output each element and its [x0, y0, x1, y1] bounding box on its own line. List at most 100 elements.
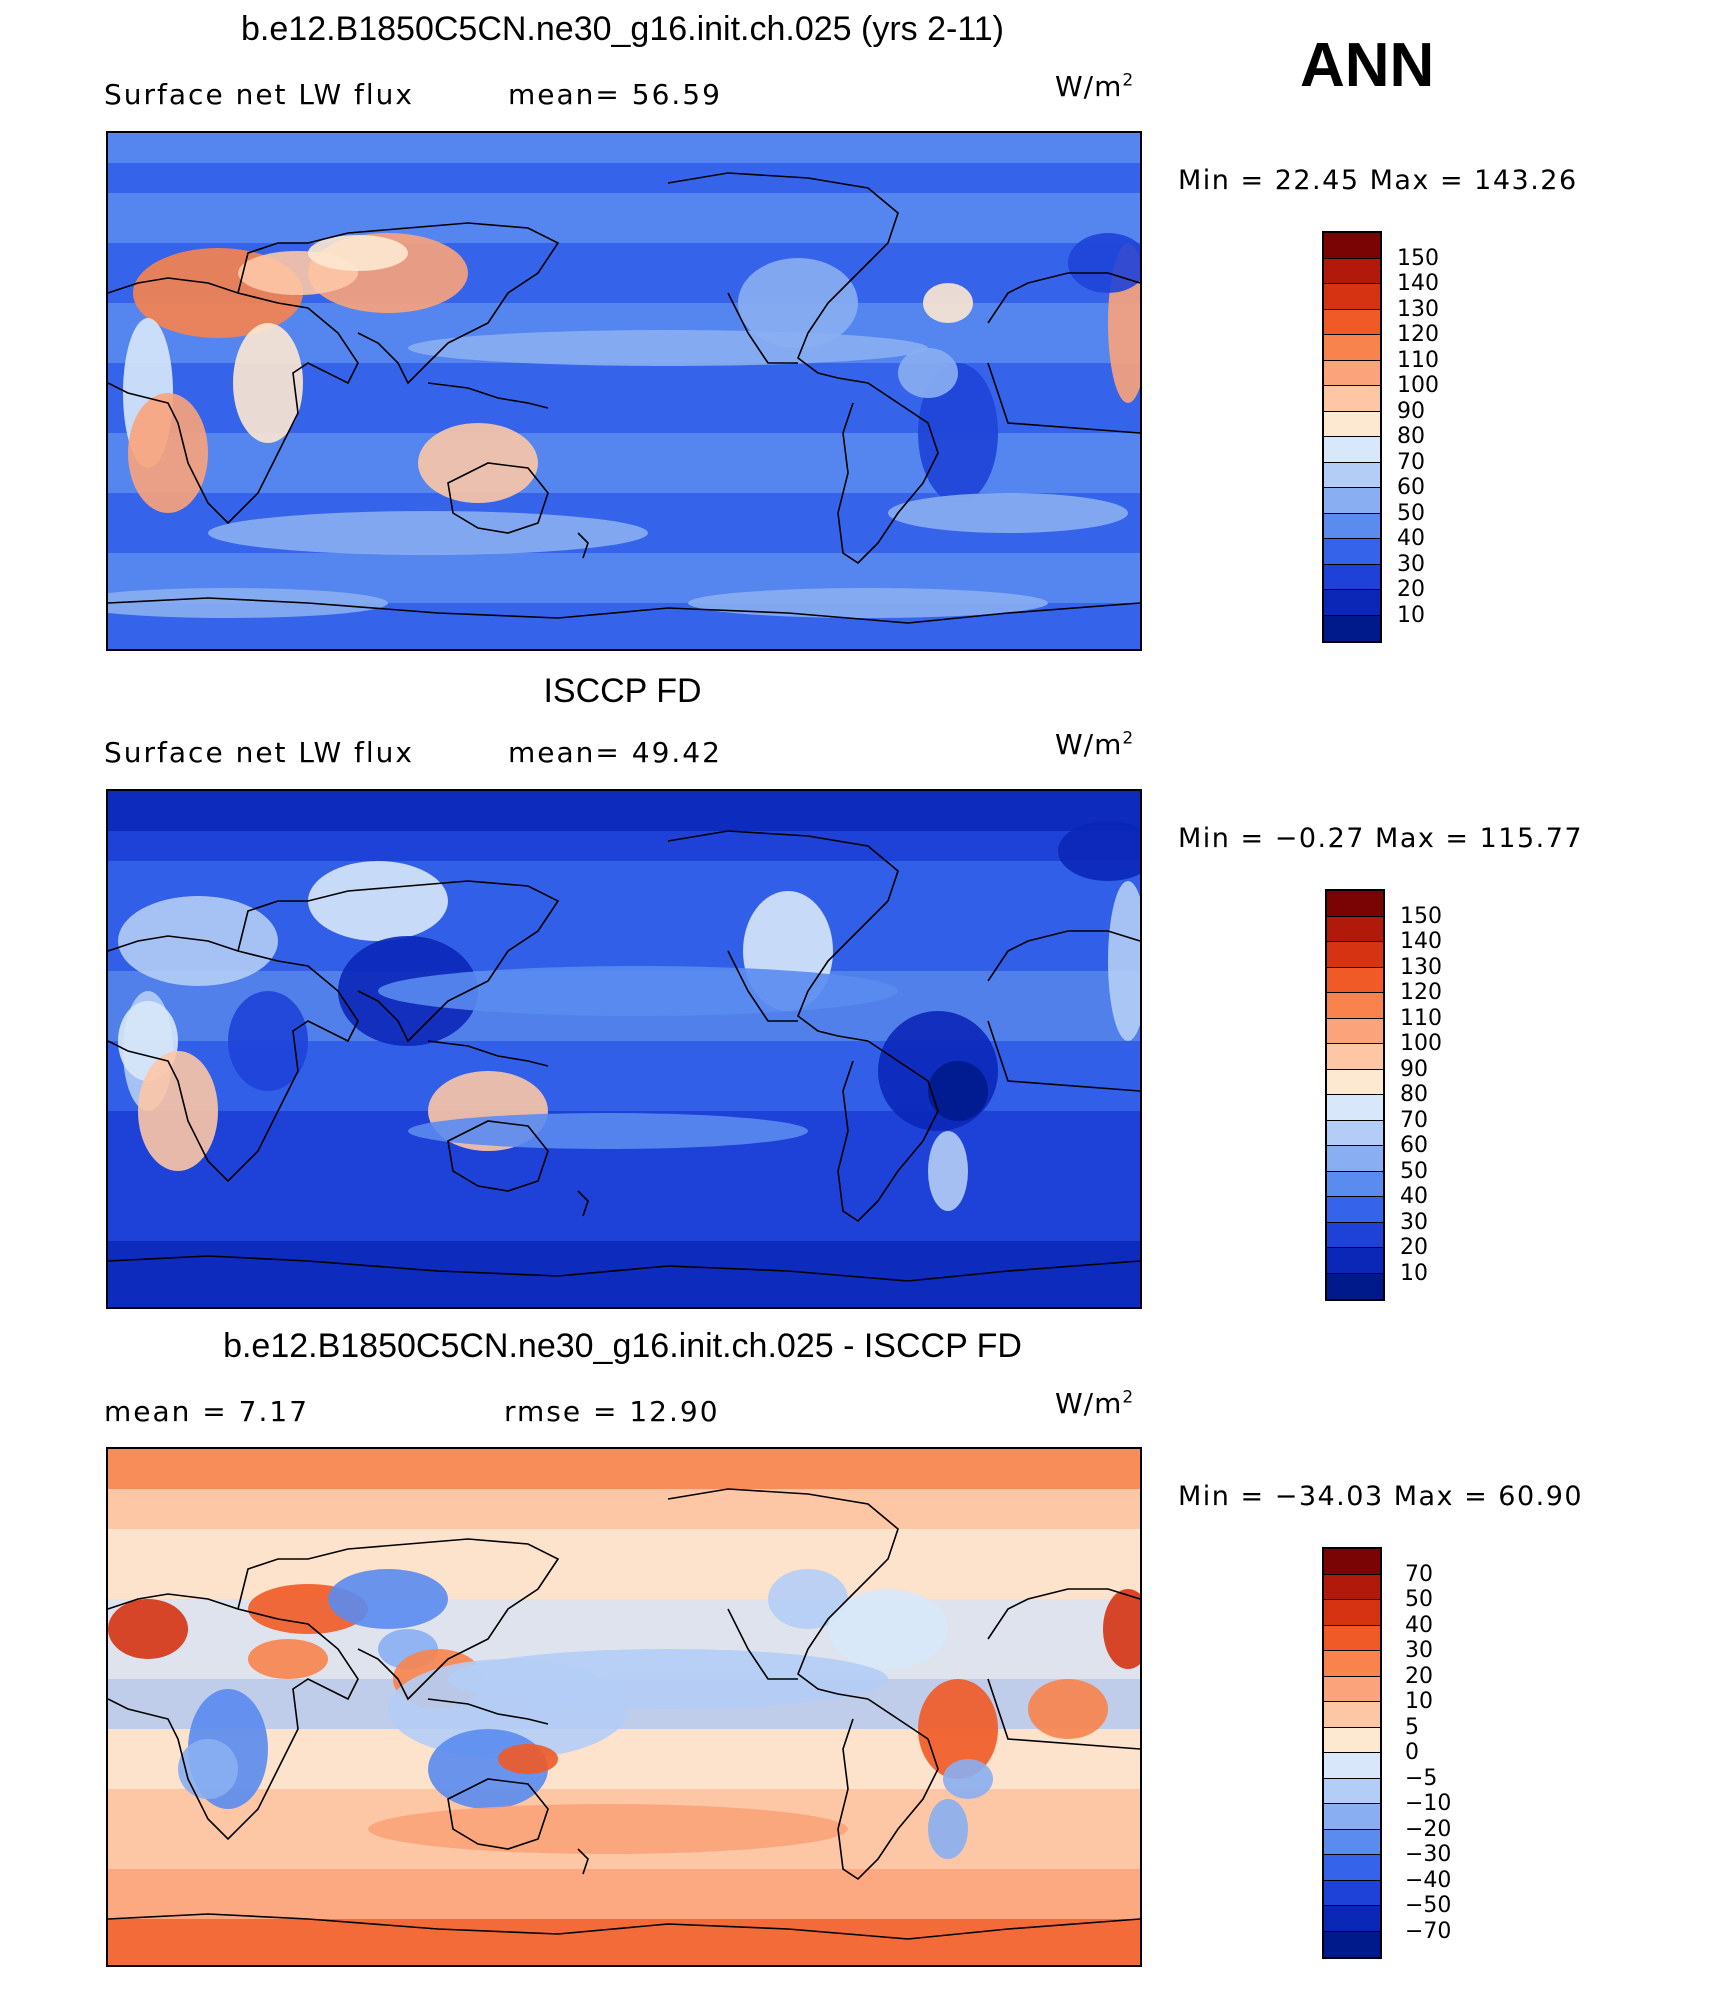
coastline	[727, 292, 798, 364]
coastline	[237, 880, 560, 1043]
colorbar-swatch	[1324, 1651, 1380, 1677]
colorbar-swatch	[1327, 916, 1383, 942]
contour-band	[108, 163, 1140, 193]
contour-region	[408, 1113, 808, 1149]
contour-region	[828, 1589, 948, 1669]
colorbar-tick-label: −5	[1405, 1765, 1438, 1791]
contour-region	[208, 511, 648, 555]
colorbar-tick-label: 70	[1405, 1561, 1433, 1587]
contour-region	[368, 1804, 848, 1854]
panel-2-unit: W/m2	[1055, 728, 1135, 761]
colorbar-tick-label: 60	[1397, 475, 1425, 500]
contour-band	[108, 1449, 1140, 1489]
colorbar-swatch	[1327, 1171, 1383, 1197]
colorbar-swatch	[1324, 1702, 1380, 1728]
coastline	[108, 1913, 1140, 1940]
colorbar-swatch	[1324, 590, 1380, 616]
colorbar-tick-label: 150	[1400, 903, 1442, 929]
panel-1-variable-label: Surface net LW flux	[104, 78, 414, 111]
contour-region	[1103, 1589, 1140, 1669]
coastline	[108, 597, 1140, 624]
colorbar-swatch	[1324, 513, 1380, 539]
colorbar-tick-label: 30	[1397, 551, 1425, 577]
colorbar-swatch	[1324, 1753, 1380, 1779]
colorbar-swatch	[1327, 1146, 1383, 1172]
panel-2-map	[106, 789, 1142, 1309]
contour-region	[928, 1799, 968, 1859]
coastline	[727, 1608, 798, 1680]
contour-region	[688, 588, 1048, 618]
contour-region	[888, 493, 1128, 533]
colorbar-tick-label: 100	[1397, 373, 1439, 398]
colorbar-swatch	[1324, 335, 1380, 361]
contour-region	[138, 1051, 218, 1171]
coastline	[447, 1120, 549, 1192]
coastline	[987, 1020, 1140, 1092]
coastline	[987, 1588, 1140, 1640]
contour-region	[1058, 821, 1140, 881]
contour-band	[108, 1919, 1140, 1965]
contour-region	[328, 1569, 448, 1629]
coastline	[108, 935, 359, 1183]
contour-region	[108, 1599, 188, 1659]
colorbar-tick-label: 20	[1400, 1235, 1428, 1260]
contour-region	[418, 423, 538, 503]
colorbar-tick-label: 140	[1400, 929, 1442, 954]
colorbar-tick-label: 140	[1397, 271, 1439, 296]
colorbar-tick-label: 70	[1397, 449, 1425, 475]
colorbar-tick-label: 150	[1397, 245, 1439, 271]
colorbar-swatch	[1324, 615, 1380, 641]
contour-region	[928, 1061, 988, 1121]
colorbar-tick-label: 90	[1400, 1056, 1428, 1082]
colorbar-tick-label: 50	[1405, 1587, 1433, 1612]
coastline	[447, 1778, 549, 1850]
panel-2-minmax: Min = −0.27 Max = 115.77	[1178, 823, 1584, 854]
panel-3-rmse-label: rmse = 12.90	[504, 1395, 720, 1428]
colorbar-swatch	[1327, 1069, 1383, 1095]
colorbar-swatch	[1324, 284, 1380, 310]
contour-region	[248, 1639, 328, 1679]
coastline	[667, 830, 899, 1042]
colorbar-swatch	[1324, 1727, 1380, 1753]
coastline	[427, 1040, 549, 1067]
colorbar-tick-label: −30	[1405, 1842, 1452, 1867]
panel-1-mean-label: mean= 56.59	[508, 78, 722, 111]
colorbar-tick-label: 130	[1400, 954, 1442, 980]
colorbar-tick-label: 100	[1400, 1031, 1442, 1056]
colorbar-tick-label: 80	[1397, 424, 1425, 449]
colorbar-tick-label: 60	[1400, 1133, 1428, 1158]
colorbar-tick-label: 80	[1400, 1082, 1428, 1107]
contour-band	[108, 193, 1140, 243]
colorbar-swatch	[1324, 1549, 1380, 1575]
colorbar-swatch	[1324, 309, 1380, 335]
colorbar-tick-label: −40	[1405, 1867, 1452, 1893]
colorbar-swatch	[1327, 942, 1383, 968]
contour-region	[233, 323, 303, 443]
colorbar-swatch	[1327, 993, 1383, 1019]
colorbar-swatch	[1324, 360, 1380, 386]
panel-3-title: b.e12.B1850C5CN.ne30_g16.init.ch.025 - I…	[223, 1327, 1022, 1365]
colorbar-tick-label: 5	[1405, 1714, 1419, 1740]
coastline	[837, 382, 939, 565]
coastline	[577, 1848, 589, 1875]
panel-2-mean-label: mean= 49.42	[508, 736, 722, 769]
panel-2-title: ISCCP FD	[543, 672, 702, 710]
colorbar-swatch	[1327, 1273, 1383, 1299]
coastline	[837, 1698, 939, 1881]
coastline	[427, 1698, 549, 1725]
contour-region	[918, 363, 998, 503]
coastline	[837, 1040, 939, 1223]
contour-region	[898, 348, 958, 398]
coastline	[237, 222, 560, 385]
panel-3-colorbar	[1322, 1547, 1382, 1959]
colorbar-tick-label: 30	[1405, 1638, 1433, 1663]
colorbar-swatch	[1324, 1880, 1380, 1906]
contour-region	[928, 1131, 968, 1211]
contour-band	[108, 791, 1140, 831]
colorbar-swatch	[1324, 233, 1380, 259]
colorbar-tick-label: −10	[1405, 1791, 1452, 1816]
coastline	[987, 272, 1140, 324]
colorbar-tick-label: 40	[1397, 526, 1425, 551]
contour-region	[228, 991, 308, 1091]
colorbar-swatch	[1327, 1222, 1383, 1248]
